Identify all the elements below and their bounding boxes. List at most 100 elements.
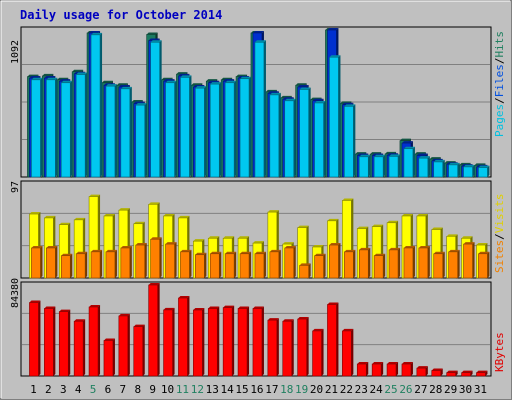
bar-top-face [89,30,101,33]
bar-pages-day-24 [373,154,386,178]
bar-side-face [427,156,430,177]
bar-front-face [46,79,56,178]
bar-pages-day-29 [448,162,460,178]
bar-top-face [178,215,190,218]
bar-top-face [312,244,324,247]
bar-top-face [240,251,252,254]
bar-top-face [448,162,460,165]
bar-pages-day-12 [195,86,207,178]
bar-front-face [135,244,146,279]
x-label-day-27: 27 [414,383,427,396]
bar-side-face [487,165,490,177]
x-label-day-11: 11 [176,383,189,396]
bar-front-face [73,320,84,377]
bar-top-face [461,370,473,373]
x-label-day-6: 6 [105,383,112,396]
bar-top-face [89,304,101,307]
x-label-day-5: 5 [90,383,97,396]
bar-side-face [70,80,73,177]
bar-kbytes-day-1 [29,300,41,377]
bar-front-face [373,156,384,178]
bar-front-face [88,306,99,377]
bar-side-face [85,251,88,278]
bar-top-face [418,245,430,248]
bar-sites-day-8 [135,243,147,279]
bar-pages-day-5 [90,32,103,178]
bar-top-face [29,76,41,79]
bar-top-face [118,313,130,316]
bar-top-face [193,307,205,310]
x-label-day-14: 14 [221,383,235,396]
bar-sites-day-29 [448,249,460,279]
bar-top-face [29,300,41,303]
bar-side-face [427,245,430,278]
bar-side-face [114,84,117,177]
bar-sites-day-20 [314,253,326,279]
bar-side-face [202,307,205,376]
bar-front-face [224,82,235,178]
bar-side-face [219,82,222,177]
bar-front-face [344,251,354,279]
top-legend: Pages/Files/Hits [493,31,506,137]
bar-sites-day-10 [165,242,177,279]
bar-top-face [118,208,130,211]
bar-pages-day-17 [269,92,281,178]
bar-top-face [359,154,371,157]
bar-top-face [254,251,266,254]
middle-ymax-label: 97 [10,181,21,193]
x-label-day-2: 2 [45,383,52,396]
bar-top-face [372,362,384,365]
bar-top-face [299,263,311,266]
bar-side-face [368,247,371,278]
bar-top-face [208,306,220,309]
bar-side-face [53,306,56,376]
x-label-day-16: 16 [250,383,263,396]
legend-pages: Pages [493,104,506,137]
bar-top-face [76,72,88,75]
bar-side-face [308,87,311,177]
bar-pages-day-31 [478,165,490,178]
bar-side-face [219,251,222,278]
bar-side-face [40,77,43,177]
middle-legend: Sites/Visits [493,194,506,274]
bar-top-face [342,328,354,331]
bar-pages-day-13 [209,82,222,178]
x-label-day-24: 24 [370,383,384,396]
bar-front-face [105,85,116,178]
x-label-day-3: 3 [60,383,67,396]
bar-side-face [336,302,339,376]
bar-top-face [180,75,192,78]
bar-front-face [193,309,203,377]
bar-kbytes-day-24 [371,362,384,377]
bar-front-face [195,254,205,279]
bar-front-face [282,320,293,377]
bar-side-face [457,162,460,177]
bar-top-face [208,236,220,239]
bar-top-face [448,249,460,252]
bar-top-face [282,319,294,322]
bar-side-face [396,362,399,376]
legend-sep: / [493,58,506,65]
bar-top-face [163,213,175,216]
bar-pages-day-2 [46,77,58,178]
bar-kbytes-day-25 [386,362,399,377]
bar-top-face [284,245,296,248]
x-label-day-17: 17 [265,383,278,396]
bar-front-face [239,78,250,178]
chart-title: Daily usage for October 2014 [20,8,222,22]
bar-front-face [342,330,352,377]
bar-kbytes-day-26 [401,362,413,377]
bar-top-face [327,218,339,221]
bar-top-face [269,249,281,252]
bar-top-face [61,253,73,256]
bar-top-face [178,296,190,299]
bar-front-face [222,307,233,377]
bar-sites-day-15 [239,251,252,279]
bottom-ymax-label: 84380 [10,278,21,308]
bar-pages-day-15 [239,76,252,178]
bar-side-face [70,253,73,278]
x-label-day-18: 18 [280,383,293,396]
bar-side-face [159,237,162,278]
bar-pages-day-16 [254,40,266,178]
bar-top-face [297,225,309,228]
